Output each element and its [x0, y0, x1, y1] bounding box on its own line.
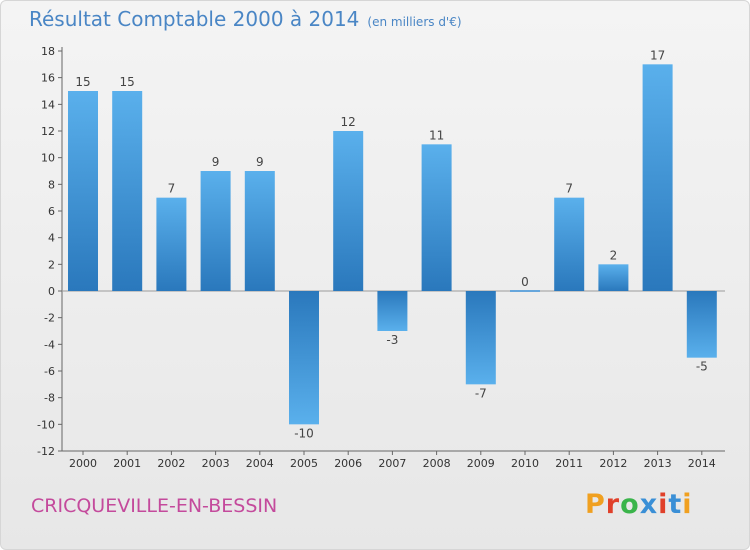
logo-letter: x [639, 489, 659, 520]
data-label: -7 [475, 386, 487, 400]
y-tick-label: -10 [37, 418, 55, 431]
y-tick-label: -2 [44, 312, 55, 325]
bar [156, 197, 187, 291]
y-tick-label: -8 [44, 392, 55, 405]
bar [289, 291, 319, 425]
data-label: 7 [168, 182, 176, 196]
chart-subtitle: (en milliers d'€) [367, 15, 462, 29]
bar [112, 91, 143, 291]
data-label: 2 [610, 248, 618, 262]
data-label: 0 [521, 275, 529, 289]
y-tick-label: -6 [44, 365, 55, 378]
bar [377, 291, 408, 331]
logo-letter: i [658, 489, 669, 520]
bar [244, 171, 275, 291]
x-tick-label: 2013 [644, 457, 672, 470]
bar [200, 171, 231, 291]
data-label: -10 [294, 426, 314, 440]
bar [642, 64, 673, 291]
y-tick-label: 10 [41, 152, 55, 165]
data-label: 15 [120, 75, 135, 89]
y-tick-label: 8 [48, 178, 55, 191]
x-tick-label: 2002 [157, 457, 185, 470]
x-tick-label: 2011 [555, 457, 583, 470]
y-tick-label: 0 [48, 285, 55, 298]
bar [598, 264, 629, 291]
data-label: 7 [565, 182, 573, 196]
y-tick-label: 2 [48, 258, 55, 271]
x-tick-label: 2007 [378, 457, 406, 470]
y-tick-label: 12 [41, 125, 55, 138]
bar [68, 91, 98, 291]
data-label: 17 [650, 48, 665, 62]
bar [333, 131, 364, 291]
y-tick-label: 16 [41, 72, 55, 85]
x-tick-label: 2009 [467, 457, 495, 470]
y-tick-label: -12 [37, 445, 55, 458]
data-label: -3 [386, 333, 398, 347]
data-label: 9 [212, 155, 220, 169]
logo-letter: P [585, 489, 606, 520]
bar [465, 291, 496, 385]
bar [421, 144, 452, 291]
bar [554, 197, 585, 291]
y-tick-label: 14 [41, 98, 55, 111]
y-tick-label: 4 [48, 232, 55, 245]
y-tick-label: 6 [48, 205, 55, 218]
data-label: 9 [256, 155, 264, 169]
x-tick-label: 2012 [599, 457, 627, 470]
x-tick-label: 2003 [202, 457, 230, 470]
x-tick-label: 2014 [688, 457, 716, 470]
logo-letter: r [605, 489, 621, 520]
proxiti-logo: Proxiti [585, 489, 693, 520]
bar [686, 291, 717, 358]
data-label: 11 [429, 128, 444, 142]
chart-title-text: Résultat Comptable 2000 à 2014 [29, 7, 360, 31]
x-tick-label: 2006 [334, 457, 362, 470]
y-tick-label: -4 [44, 338, 55, 351]
data-label: -5 [696, 360, 708, 374]
x-tick-label: 2000 [69, 457, 97, 470]
x-tick-label: 2001 [113, 457, 141, 470]
x-tick-label: 2004 [246, 457, 274, 470]
logo-letter: o [620, 489, 640, 520]
logo-letter: t [668, 489, 683, 520]
x-tick-label: 2010 [511, 457, 539, 470]
chart-title: Résultat Comptable 2000 à 2014 (en millie… [29, 7, 462, 31]
x-tick-label: 2008 [423, 457, 451, 470]
data-label: 12 [341, 115, 356, 129]
x-tick-label: 2005 [290, 457, 318, 470]
data-label: 15 [75, 75, 90, 89]
commune-name: CRICQUEVILLE-EN-BESSIN [31, 495, 278, 517]
logo-letter: i [682, 489, 693, 520]
y-tick-label: 18 [41, 45, 55, 58]
